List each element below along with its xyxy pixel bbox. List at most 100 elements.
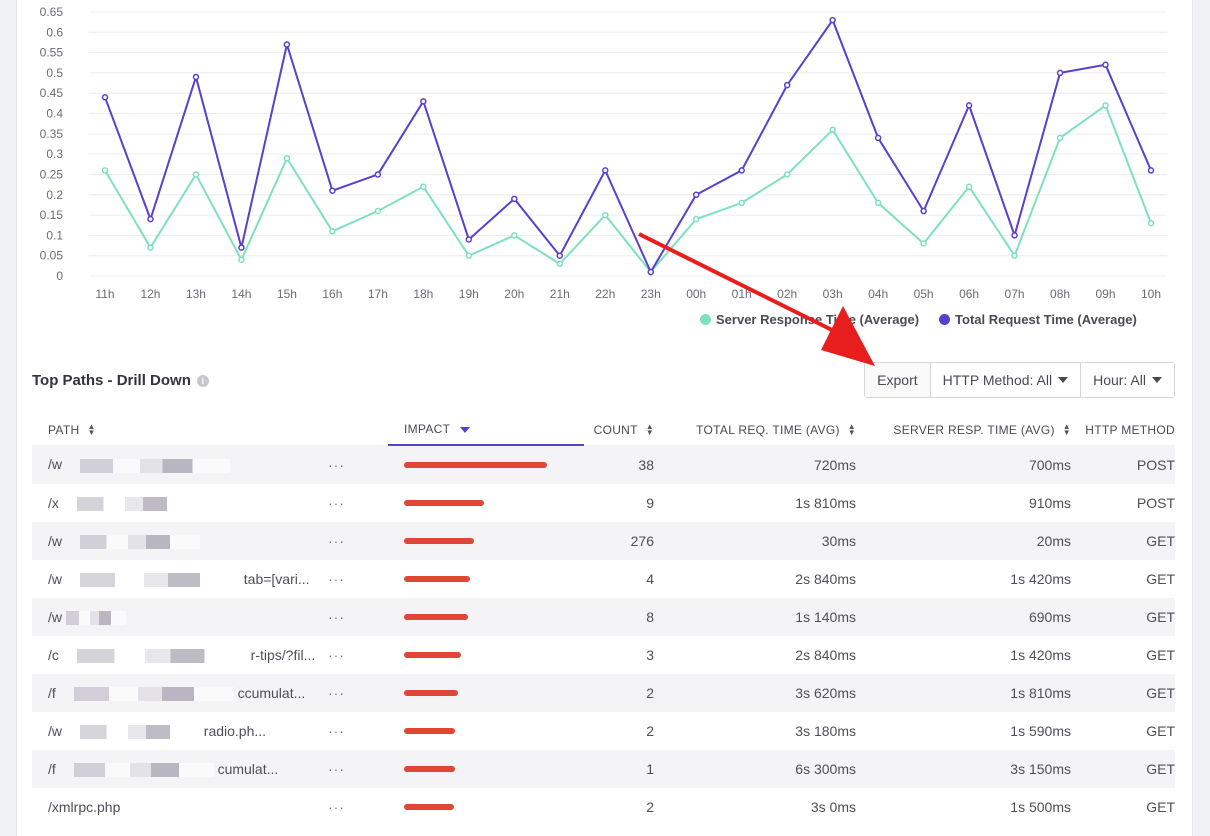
info-icon[interactable]: i — [196, 374, 209, 387]
count-cell: 9 — [646, 495, 654, 511]
total-time-cell: 30ms — [669, 522, 856, 560]
sort-icon: ▲ ▼ — [87, 422, 96, 438]
x-tick-label: 13h — [186, 287, 206, 301]
data-point — [192, 171, 200, 178]
table-row[interactable]: /c r-tips/?fil... ··· 3 2s 840ms 1s 420m… — [32, 636, 1175, 674]
data-point — [829, 16, 836, 24]
impact-cell — [388, 674, 584, 712]
x-tick-label: 06h — [959, 287, 979, 301]
path-cell[interactable]: /w tab=[vari... — [32, 560, 328, 598]
more-icon[interactable]: ··· — [328, 750, 388, 788]
y-tick-label: 0.1 — [46, 228, 63, 242]
col-total[interactable]: TOTAL REQ. TIME (AVG) ▲ ▼ — [669, 414, 856, 445]
path-tail: ccumulat... — [237, 684, 306, 701]
table-row[interactable]: /xmlrpc.php ··· 2 3s 0ms 1s 500ms GET — [32, 788, 1175, 826]
legend-item-total[interactable]: Total Request Time (Average) — [939, 312, 1137, 327]
more-icon[interactable]: ··· — [328, 571, 345, 587]
path-cell[interactable]: /xmlrpc.php — [32, 788, 328, 826]
total-time-cell: 1s 140ms — [669, 598, 856, 636]
data-point — [692, 191, 700, 199]
more-icon[interactable]: ··· — [328, 598, 388, 636]
redacted-block — [73, 687, 234, 702]
path-cell[interactable]: /f cumulat... — [32, 750, 328, 788]
data-point — [147, 215, 154, 223]
count-cell: 4 — [646, 571, 654, 587]
path-cell[interactable]: /w radio.ph... — [32, 712, 328, 750]
data-point — [1147, 167, 1155, 174]
table-row[interactable]: /f cumulat... ··· 1 6s 300ms 3s 150ms GE… — [32, 750, 1175, 788]
sort-desc-icon — [460, 426, 471, 433]
data-point — [329, 187, 336, 194]
export-button[interactable]: Export — [865, 363, 931, 397]
y-tick-label: 0.65 — [40, 5, 64, 19]
sort-icon: ▲ ▼ — [847, 422, 856, 438]
data-point — [647, 268, 654, 276]
http-method-cell: GET — [1071, 674, 1175, 712]
total-time-cell: 3s 620ms — [669, 674, 856, 712]
table-row[interactable]: /f ccumulat... ··· 2 3s 620ms 1s 810ms G… — [32, 674, 1175, 712]
path-tail: radio.ph... — [203, 722, 267, 739]
data-point — [965, 183, 973, 190]
col-count[interactable]: COUNT ▲ ▼ — [584, 414, 669, 445]
y-tick-label: 0.55 — [40, 46, 64, 60]
path-text: /f — [48, 684, 56, 701]
total-time-cell: 3s 180ms — [795, 723, 856, 739]
more-icon[interactable]: ··· — [328, 522, 388, 560]
data-point — [829, 126, 836, 134]
x-tick-label: 22h — [595, 287, 615, 301]
path-cell[interactable]: /w — [32, 445, 328, 484]
y-tick-label: 0 — [56, 269, 63, 283]
x-tick-label: 18h — [413, 287, 433, 301]
table-row[interactable]: /w ··· 8 1s 140ms 690ms GET — [32, 598, 1175, 636]
x-tick-label: 04h — [868, 287, 888, 301]
table-row[interactable]: /w ··· 38 720ms 700ms POST — [32, 445, 1175, 484]
data-point — [1011, 252, 1018, 259]
http-method-dropdown[interactable]: HTTP Method: All — [930, 363, 1082, 397]
more-icon[interactable]: ··· — [328, 647, 345, 663]
path-tail: tab=[vari... — [243, 570, 310, 587]
col-impact[interactable]: IMPACT — [388, 414, 584, 446]
impact-bar — [404, 462, 547, 468]
more-icon[interactable]: ··· — [328, 723, 345, 739]
x-tick-label: 02h — [777, 287, 797, 301]
table-row[interactable]: /x ··· 9 1s 810ms 910ms POST — [32, 484, 1175, 522]
x-tick-label: 23h — [641, 287, 661, 301]
http-method-cell: GET — [1146, 799, 1175, 815]
y-tick-label: 0.4 — [46, 107, 63, 121]
path-cell[interactable]: /x — [32, 484, 328, 522]
count-cell: 2 — [646, 799, 654, 815]
count-cell: 38 — [584, 445, 669, 484]
more-icon[interactable]: ··· — [328, 674, 388, 712]
col-path-label: PATH — [48, 422, 80, 437]
server-time-cell: 1s 420ms — [1010, 571, 1071, 587]
y-tick-label: 0.05 — [40, 249, 64, 263]
redacted-block — [79, 535, 200, 550]
redacted-block — [76, 649, 247, 664]
server-time-cell: 1s 500ms — [1010, 799, 1071, 815]
server-time-cell: 1s 420ms — [1010, 647, 1071, 663]
legend-item-server[interactable]: Server Response Time (Average) — [700, 312, 919, 327]
export-label: Export — [877, 372, 918, 388]
col-path[interactable]: PATH ▲ ▼ — [32, 414, 328, 445]
path-cell[interactable]: /c r-tips/?fil... — [32, 636, 328, 674]
path-text: /w — [48, 570, 62, 587]
table-row[interactable]: /w radio.ph... ··· 2 3s 180ms 1s 590ms G… — [32, 712, 1175, 750]
data-point — [920, 240, 927, 247]
impact-bar — [404, 766, 455, 772]
http-method-cell: POST — [1136, 495, 1175, 511]
table-row[interactable]: /w tab=[vari... ··· 4 2s 840ms 1s 420ms … — [32, 560, 1175, 598]
table-row[interactable]: /w ··· 276 30ms 20ms GET — [32, 522, 1175, 560]
count-cell: 276 — [584, 522, 669, 560]
path-cell[interactable]: /f ccumulat... — [32, 674, 328, 712]
more-icon[interactable]: ··· — [328, 799, 345, 815]
more-icon[interactable]: ··· — [328, 495, 345, 511]
path-cell[interactable]: /w — [32, 522, 328, 560]
http-method-cell: GET — [1146, 723, 1175, 739]
col-impact-label: IMPACT — [404, 422, 451, 436]
impact-cell — [388, 636, 584, 674]
path-cell[interactable]: /w — [32, 598, 328, 636]
http-method-cell: GET — [1071, 750, 1175, 788]
more-icon[interactable]: ··· — [328, 445, 388, 484]
col-server[interactable]: SERVER RESP. TIME (AVG) ▲ ▼ — [856, 414, 1071, 445]
hour-dropdown[interactable]: Hour: All — [1081, 363, 1174, 397]
